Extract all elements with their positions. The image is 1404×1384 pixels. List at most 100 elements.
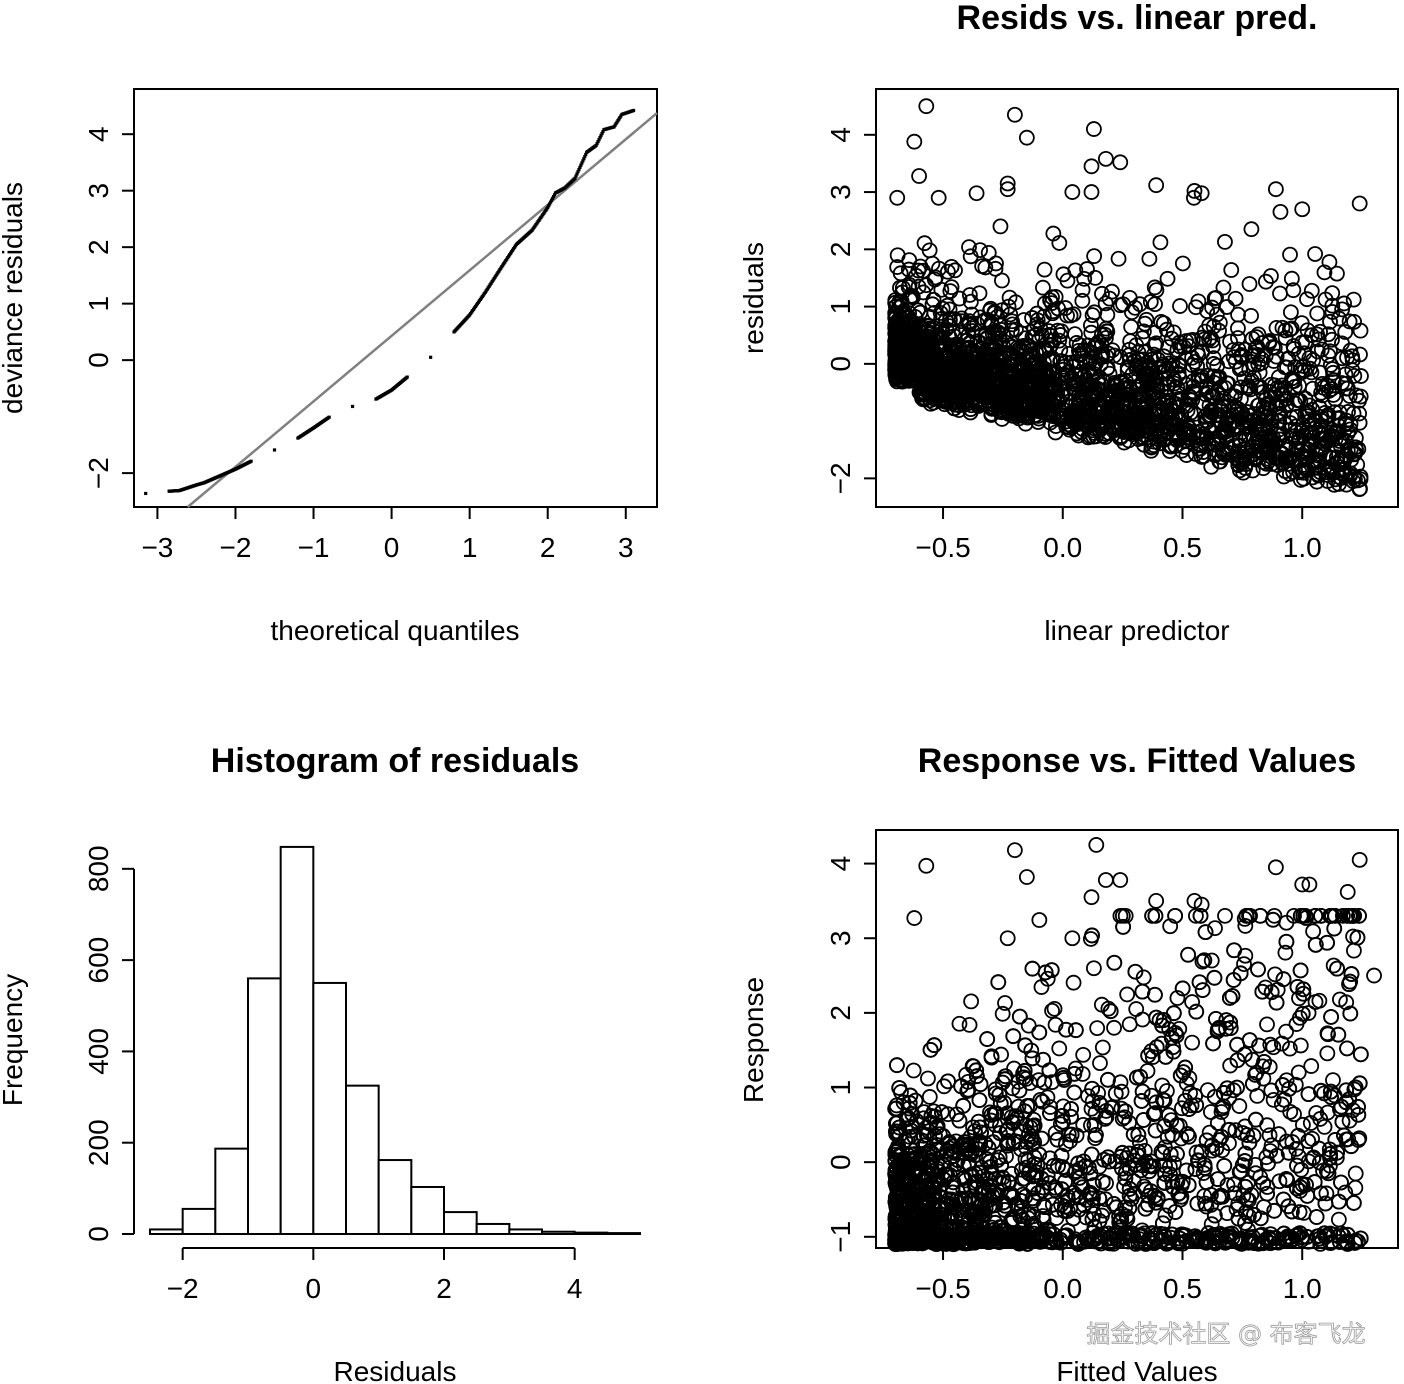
resids-point [1255, 420, 1272, 437]
response-point [1127, 963, 1144, 980]
resids-point [1141, 250, 1158, 267]
resids-point [889, 189, 906, 206]
response-point [1042, 1099, 1059, 1115]
response-point [1203, 952, 1220, 969]
response-point [1290, 1064, 1307, 1081]
resids-point [1258, 455, 1275, 472]
response-point [1221, 990, 1238, 1006]
resids-point [1064, 184, 1081, 200]
resids-point [982, 300, 999, 317]
resids-point [921, 378, 938, 395]
qq-point [551, 195, 556, 199]
resids-point [1275, 468, 1292, 485]
response-point [1231, 1098, 1248, 1114]
response-point [920, 1070, 936, 1087]
qq-point [548, 202, 552, 206]
resids-x-tick-label: 0.5 [1163, 532, 1202, 563]
resids-point [1043, 380, 1060, 397]
resids-point [1312, 323, 1328, 340]
response-point [1181, 1070, 1198, 1087]
response-point [1321, 1141, 1338, 1158]
response-point [1084, 1093, 1101, 1109]
response-point [1158, 1083, 1175, 1099]
resids-point [901, 315, 918, 332]
resids-point [1165, 415, 1182, 432]
resids-point [1171, 390, 1187, 407]
resids-point [1229, 452, 1246, 468]
resids-point [1217, 233, 1233, 250]
resids-point [1116, 434, 1133, 451]
qq-point [550, 198, 554, 202]
resids-point [924, 341, 941, 357]
resids-point [1118, 387, 1135, 403]
resids-point [1184, 357, 1201, 374]
histogram-x-tick-label: 0 [306, 1273, 322, 1304]
resids-point [1184, 349, 1201, 366]
resids-point [974, 258, 991, 275]
resids-point [1186, 183, 1203, 199]
resids-point [1085, 121, 1102, 137]
resids-point [1208, 290, 1224, 306]
qq-point [272, 448, 277, 452]
resids-point [1083, 184, 1100, 200]
resids-point [1184, 426, 1201, 443]
resids-point [1036, 261, 1053, 278]
resids-point [1074, 292, 1091, 309]
response-point [1318, 1185, 1335, 1202]
resids-point [1282, 304, 1299, 321]
resids-point [1330, 423, 1346, 440]
response-point [1247, 1165, 1264, 1182]
resids-point [1045, 225, 1062, 242]
response-point [1051, 1040, 1068, 1057]
resids-point [1282, 246, 1298, 263]
response-point [1239, 1127, 1256, 1143]
resids-point [1178, 333, 1195, 349]
histogram-x-tick-label: 4 [567, 1273, 583, 1304]
resids-point [1159, 270, 1176, 287]
resids-point [1148, 177, 1165, 194]
response-point [1137, 1200, 1154, 1217]
resids-point [904, 365, 921, 382]
resids-point [1086, 413, 1103, 430]
resids-point [999, 362, 1016, 379]
response-point [1119, 986, 1136, 1003]
resids-point [1324, 331, 1340, 348]
response-point [1265, 1039, 1282, 1056]
response-point [1293, 1161, 1310, 1178]
resids-point [1287, 395, 1303, 412]
resids-point [1282, 415, 1299, 431]
resids-point [992, 351, 1009, 368]
response-point [936, 1078, 953, 1095]
resids-point [1193, 185, 1210, 202]
histogram-x-tick-label: 2 [436, 1273, 452, 1304]
resids-point [1322, 313, 1338, 330]
response-point [1162, 918, 1179, 935]
response-point [1114, 1110, 1131, 1127]
resids-point [1225, 342, 1242, 358]
resids-point [1232, 432, 1248, 449]
resids-point [1243, 221, 1260, 238]
resids-point [1244, 462, 1261, 479]
resids-point [1299, 291, 1315, 308]
resids-point [1017, 415, 1034, 432]
response-point [1052, 1116, 1069, 1133]
response-point [961, 1017, 978, 1033]
resids-point [1002, 402, 1019, 419]
resids-point [1109, 377, 1126, 394]
response-plot-ylabel: Response [738, 977, 769, 1103]
response-point [1039, 1089, 1056, 1106]
resids-point [1097, 150, 1114, 167]
resids-point [1274, 319, 1291, 336]
resids-point [933, 311, 950, 327]
resids-point [1067, 407, 1084, 423]
response-point [1106, 1019, 1122, 1036]
resids-point [901, 252, 918, 269]
resids-point [918, 277, 935, 294]
response-point [1259, 1185, 1276, 1202]
qq-x-tick-label: 3 [618, 532, 634, 563]
qq-y-tick-label: 3 [83, 183, 114, 199]
resids-point [1017, 373, 1034, 390]
resids-point [1317, 291, 1334, 308]
response-point [1236, 956, 1252, 972]
